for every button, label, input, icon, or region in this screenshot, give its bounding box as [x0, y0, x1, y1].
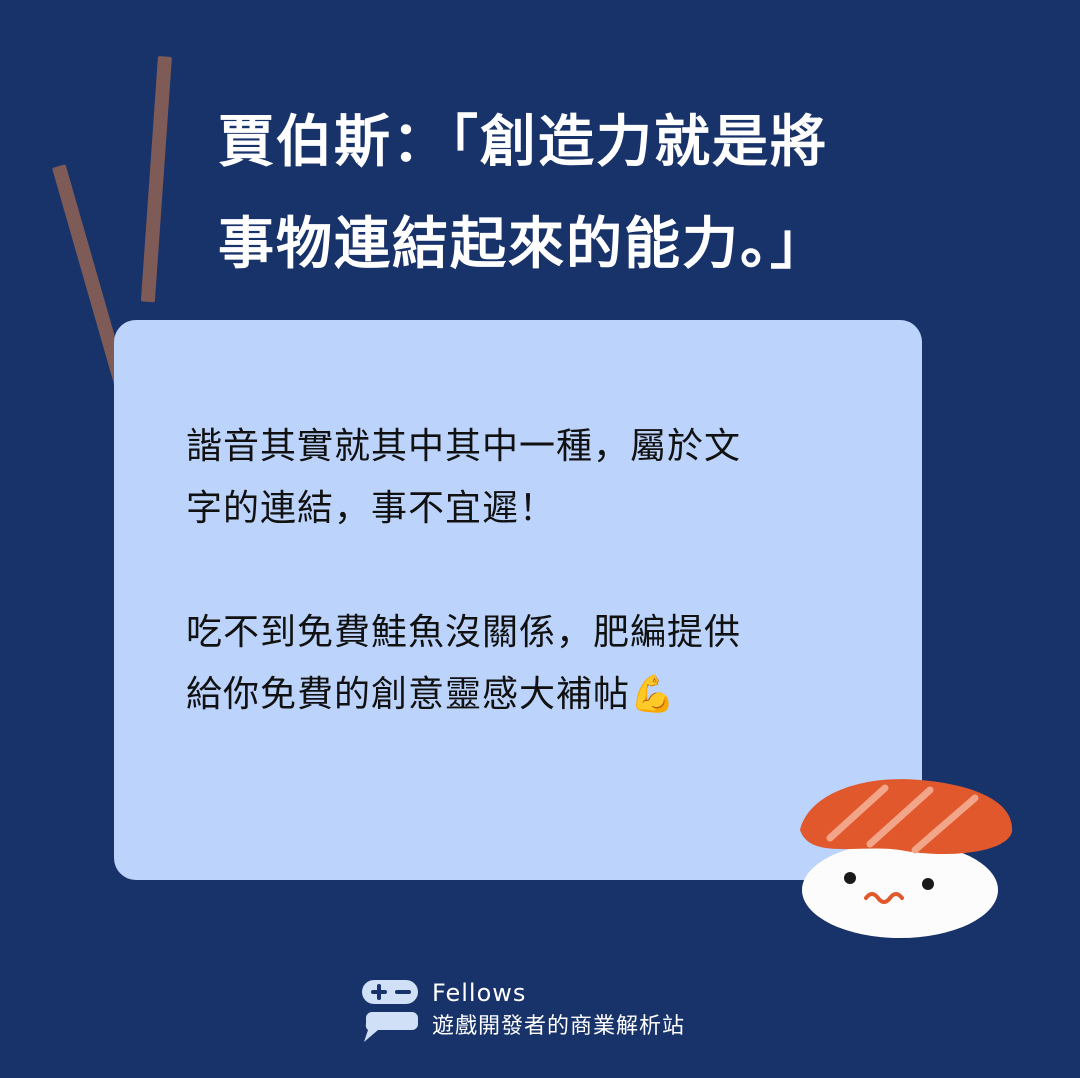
card-paragraph-1: 諧音其實就其中其中一種，屬於文 字的連結，事不宜遲！ [186, 416, 876, 540]
card-paragraph-2: 吃不到免費鮭魚沒關係，肥編提供 給你免費的創意靈感大補帖💪 [186, 602, 876, 726]
salmon-sushi-icon [800, 779, 1013, 938]
chopstick-right [140, 56, 172, 303]
content-card: 諧音其實就其中其中一種，屬於文 字的連結，事不宜遲！ 吃不到免費鮭魚沒關係，肥編… [114, 320, 922, 880]
brand-footer: Fellows 遊戲開發者的商業解析站 [360, 978, 780, 1048]
gamepad-chat-logo-icon [362, 980, 418, 1042]
brand-tagline: 遊戲開發者的商業解析站 [432, 1014, 686, 1039]
page-title: 賈伯斯：「創造力就是將 事物連結起來的能力。」 [218, 92, 978, 296]
title-line-2: 事物連結起來的能力。」 [218, 212, 828, 277]
card-paragraph-1-line-1: 諧音其實就其中其中一種，屬於文 [186, 426, 742, 467]
title-line-1: 賈伯斯：「創造力就是將 [218, 110, 828, 175]
card-paragraph-2-line-2: 給你免費的創意靈感大補帖💪 [186, 674, 676, 715]
card-paragraph-2-line-1: 吃不到免費鮭魚沒關係，肥編提供 [186, 612, 742, 653]
brand-name: Fellows [432, 979, 527, 1007]
card-paragraph-1-line-2: 字的連結，事不宜遲！ [186, 488, 557, 529]
